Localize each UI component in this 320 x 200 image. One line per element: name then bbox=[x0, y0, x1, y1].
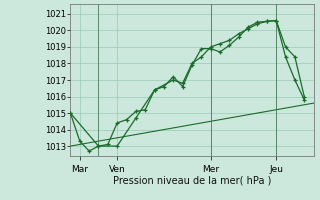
X-axis label: Pression niveau de la mer( hPa ): Pression niveau de la mer( hPa ) bbox=[113, 175, 271, 185]
